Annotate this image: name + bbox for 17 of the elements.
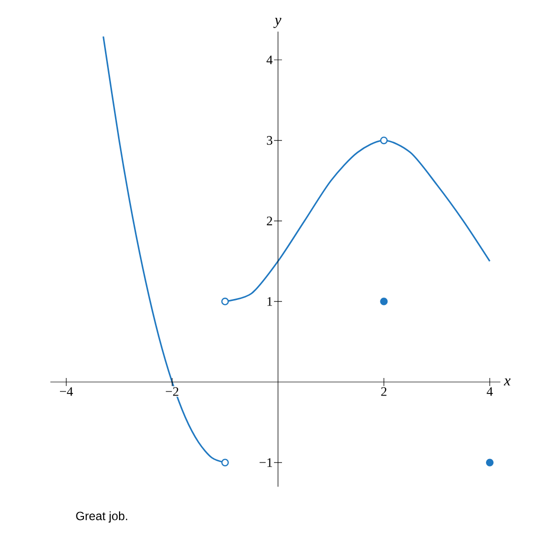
point — [221, 298, 229, 306]
point — [380, 136, 388, 144]
x-tick-label: 2 — [381, 387, 386, 396]
point — [486, 458, 494, 466]
x-tick-label: −4 — [60, 387, 73, 396]
y-tick-label: 1 — [267, 297, 272, 306]
x-tick-label: 4 — [486, 387, 493, 396]
x-axis-title: x — [504, 378, 511, 386]
y-tick-label: −1 — [260, 458, 272, 467]
text: Great job. — [76, 511, 128, 523]
point — [221, 458, 229, 466]
x-tick-label: −2 — [166, 387, 178, 396]
point — [380, 298, 388, 306]
y-tick-label: 2 — [266, 216, 272, 226]
y-axis-title: y — [273, 18, 282, 28]
y-tick-label: 3 — [266, 136, 272, 145]
y-tick-label: 4 — [266, 56, 273, 64]
